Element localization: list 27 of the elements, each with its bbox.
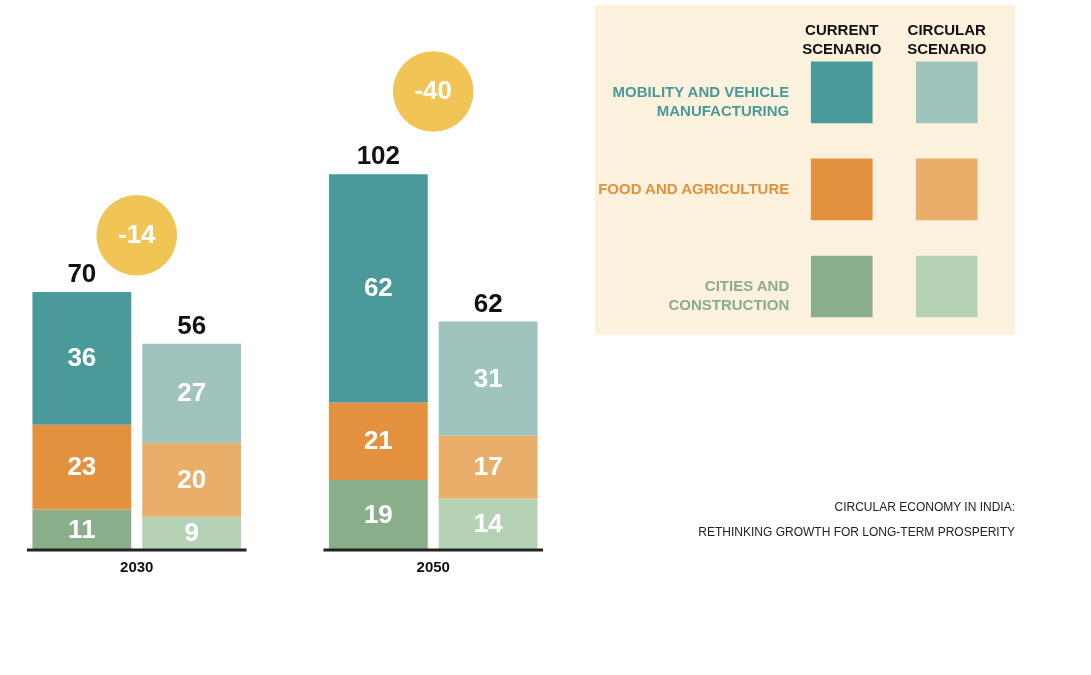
data-label: 20 [177,463,207,494]
text: CITIES AND CONSTRUCTION [668,277,790,314]
text: 2030 [120,558,154,575]
total-label: 62 [473,287,503,318]
text: 2050 [416,558,450,575]
text: CIRCULAR ECONOMY IN INDIA: [834,500,1015,514]
total-label: 70 [67,258,97,289]
text: MOBILITY AND VEHICLE MANUFACTURING [612,83,790,120]
text: FOOD AND AGRICULTURE [598,180,790,198]
data-label: 19 [363,498,393,529]
data-label: 17 [473,451,503,482]
data-label: 27 [177,377,207,408]
total-label: 102 [356,140,401,171]
annotation: -14 [117,219,157,250]
text: CURRENT SCENARIO [802,21,882,57]
data-label: 21 [363,425,393,456]
text: CIRCULAR SCENARIO [907,21,987,57]
data-label: 9 [184,517,199,548]
data-label: 11 [68,513,96,544]
data-label: 23 [67,451,97,482]
text: RETHINKING GROWTH FOR LONG-TERM PROSPERITY [698,525,1015,540]
data-label: 62 [363,272,393,303]
data-label: 36 [67,342,97,373]
total-label: 56 [177,309,207,340]
text: -40 [414,75,453,106]
data-label: 14 [473,508,504,539]
data-label: 31 [473,362,503,393]
